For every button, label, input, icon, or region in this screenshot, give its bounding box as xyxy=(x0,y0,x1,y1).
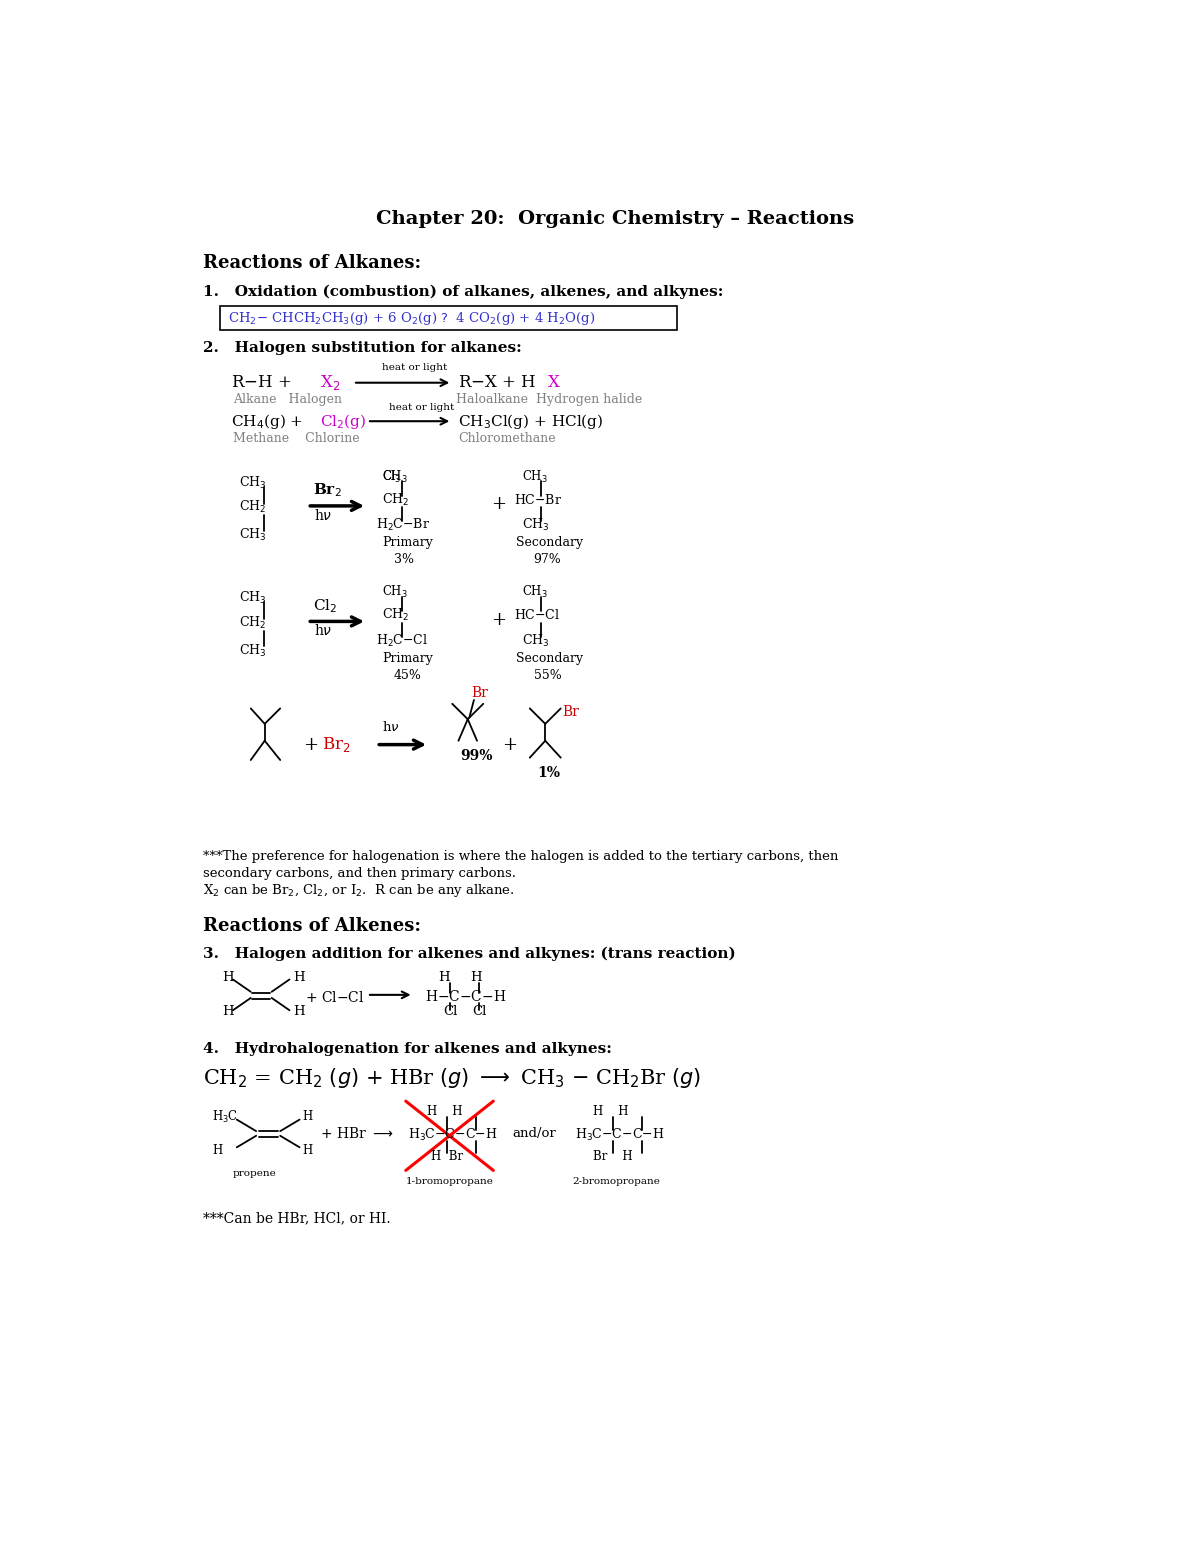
Text: H: H xyxy=(438,972,450,985)
Text: H$_2$C$-$Cl: H$_2$C$-$Cl xyxy=(377,632,428,649)
Text: Br: Br xyxy=(563,705,580,719)
Text: Br$_2$: Br$_2$ xyxy=(313,481,342,500)
Text: CH$_2$: CH$_2$ xyxy=(383,607,409,623)
Text: H: H xyxy=(222,1005,234,1019)
Text: $+$ Cl$-$Cl: $+$ Cl$-$Cl xyxy=(305,989,365,1005)
Text: 97%: 97% xyxy=(534,553,562,567)
Text: H: H xyxy=(222,972,234,985)
Text: Cl: Cl xyxy=(473,1005,487,1019)
Text: H$_3$C$-$C$-$C$-$H: H$_3$C$-$C$-$C$-$H xyxy=(575,1127,664,1143)
Text: 1-bromopropane: 1-bromopropane xyxy=(406,1177,494,1185)
Text: H: H xyxy=(302,1110,313,1123)
Text: HC$-$Cl: HC$-$Cl xyxy=(515,609,560,623)
Text: CH$_3$: CH$_3$ xyxy=(239,643,266,658)
Text: CH$_2$: CH$_2$ xyxy=(239,500,266,516)
Text: Methane    Chlorine: Methane Chlorine xyxy=(233,432,360,444)
Text: H: H xyxy=(293,972,305,985)
Text: Br$_2$: Br$_2$ xyxy=(322,735,350,755)
Text: Br: Br xyxy=(472,686,488,700)
Text: 2.   Halogen substitution for alkanes:: 2. Halogen substitution for alkanes: xyxy=(203,342,522,356)
Text: H  Br: H Br xyxy=(431,1151,463,1163)
Bar xyxy=(220,306,677,331)
Text: CH$_3$: CH$_3$ xyxy=(239,526,266,544)
Text: secondary carbons, and then primary carbons.: secondary carbons, and then primary carb… xyxy=(203,867,516,879)
Text: H$_2$C$-$Br: H$_2$C$-$Br xyxy=(377,517,431,533)
Text: Primary: Primary xyxy=(383,652,433,665)
Text: Chloromethane: Chloromethane xyxy=(458,432,556,444)
Text: CH$_3$: CH$_3$ xyxy=(522,632,550,649)
Text: Primary: Primary xyxy=(383,536,433,550)
Text: CH$_3$: CH$_3$ xyxy=(522,517,550,533)
Text: $+$ HBr $\longrightarrow$: $+$ HBr $\longrightarrow$ xyxy=(320,1126,394,1141)
Text: 1%: 1% xyxy=(538,766,560,780)
Text: Secondary: Secondary xyxy=(516,652,583,665)
Text: Cl$_3$: Cl$_3$ xyxy=(383,469,402,485)
Text: Haloalkane  Hydrogen halide: Haloalkane Hydrogen halide xyxy=(456,393,642,407)
Text: 45%: 45% xyxy=(394,669,422,682)
Text: 1.   Oxidation (combustion) of alkanes, alkenes, and alkynes:: 1. Oxidation (combustion) of alkanes, al… xyxy=(203,284,724,300)
Text: +: + xyxy=(491,610,506,629)
Text: Reactions of Alkenes:: Reactions of Alkenes: xyxy=(203,916,421,935)
Text: 3.   Halogen addition for alkenes and alkynes: (trans reaction): 3. Halogen addition for alkenes and alky… xyxy=(203,947,736,961)
Text: H: H xyxy=(293,1005,305,1019)
Text: heat or light: heat or light xyxy=(383,363,448,371)
Text: H$_3$C: H$_3$C xyxy=(212,1109,238,1124)
Text: Cl$_2$: Cl$_2$ xyxy=(313,598,337,615)
Text: H: H xyxy=(470,972,481,985)
Text: R$-$H +: R$-$H + xyxy=(232,374,294,391)
Text: h$\nu$: h$\nu$ xyxy=(383,721,400,735)
Text: h$\nu$: h$\nu$ xyxy=(314,508,332,523)
Text: X: X xyxy=(547,374,559,391)
Text: CH$_2$ = CH$_2$ $(g)$ + HBr $(g)$ $\longrightarrow$ CH$_3$ $-$ CH$_2$Br $(g)$: CH$_2$ = CH$_2$ $(g)$ + HBr $(g)$ $\long… xyxy=(203,1065,701,1090)
Text: HC$-$Br: HC$-$Br xyxy=(515,492,563,506)
Text: H$-$C$-$C$-$H: H$-$C$-$C$-$H xyxy=(425,989,506,1003)
Text: and/or: and/or xyxy=(512,1127,557,1140)
Text: 3%: 3% xyxy=(394,553,414,567)
Text: CH$_4$(g) +: CH$_4$(g) + xyxy=(232,412,305,430)
Text: +: + xyxy=(491,495,506,514)
Text: Secondary: Secondary xyxy=(516,536,583,550)
Text: H: H xyxy=(212,1145,222,1157)
Text: H: H xyxy=(302,1145,313,1157)
Text: H    H: H H xyxy=(427,1106,462,1118)
Text: X$_2$ can be Br$_2$, Cl$_2$, or I$_2$.  R can be any alkane.: X$_2$ can be Br$_2$, Cl$_2$, or I$_2$. R… xyxy=(203,882,515,899)
Text: +: + xyxy=(503,736,517,753)
Text: Cl: Cl xyxy=(443,1005,457,1019)
Text: CH$_3$: CH$_3$ xyxy=(383,469,408,485)
Text: 99%: 99% xyxy=(460,749,492,763)
Text: Reactions of Alkanes:: Reactions of Alkanes: xyxy=(203,255,421,272)
Text: Br    H: Br H xyxy=(593,1151,632,1163)
Text: ***Can be HBr, HCl, or HI.: ***Can be HBr, HCl, or HI. xyxy=(203,1211,390,1225)
Text: CH$_2$: CH$_2$ xyxy=(239,615,266,631)
Text: H    H: H H xyxy=(593,1106,629,1118)
Text: h$\nu$: h$\nu$ xyxy=(314,623,332,638)
Text: Chapter 20:  Organic Chemistry – Reactions: Chapter 20: Organic Chemistry – Reaction… xyxy=(376,210,854,228)
Text: CH$_3$Cl(g) + HCl(g): CH$_3$Cl(g) + HCl(g) xyxy=(458,412,604,430)
Text: CH$_2$$-$ CHCH$_2$CH$_3$(g) + 6 O$_2$(g) $?$  4 CO$_2$(g) + 4 H$_2$O(g): CH$_2$$-$ CHCH$_2$CH$_3$(g) + 6 O$_2$(g)… xyxy=(228,309,595,326)
Text: X$_2$: X$_2$ xyxy=(320,373,341,393)
Text: Alkane   Halogen: Alkane Halogen xyxy=(233,393,342,407)
Text: CH$_3$: CH$_3$ xyxy=(239,590,266,606)
Text: heat or light: heat or light xyxy=(389,402,454,412)
Text: Cl$_2$(g): Cl$_2$(g) xyxy=(320,412,367,430)
Text: propene: propene xyxy=(233,1169,276,1179)
Text: 55%: 55% xyxy=(534,669,562,682)
Text: CH$_3$: CH$_3$ xyxy=(522,584,548,599)
Text: H$_3$C$-$C$-$C$-$H: H$_3$C$-$C$-$C$-$H xyxy=(408,1127,498,1143)
Text: CH$_2$: CH$_2$ xyxy=(383,492,409,508)
Text: +: + xyxy=(302,736,318,753)
Text: CH$_3$: CH$_3$ xyxy=(239,475,266,491)
Text: 4.   Hydrohalogenation for alkenes and alkynes:: 4. Hydrohalogenation for alkenes and alk… xyxy=(203,1042,612,1056)
Text: CH$_3$: CH$_3$ xyxy=(383,584,408,599)
Text: CH$_3$: CH$_3$ xyxy=(522,469,548,485)
Text: 2-bromopropane: 2-bromopropane xyxy=(572,1177,660,1185)
Text: R$-$X + H: R$-$X + H xyxy=(458,374,536,391)
Text: ***The preference for halogenation is where the halogen is added to the tertiary: ***The preference for halogenation is wh… xyxy=(203,849,838,863)
